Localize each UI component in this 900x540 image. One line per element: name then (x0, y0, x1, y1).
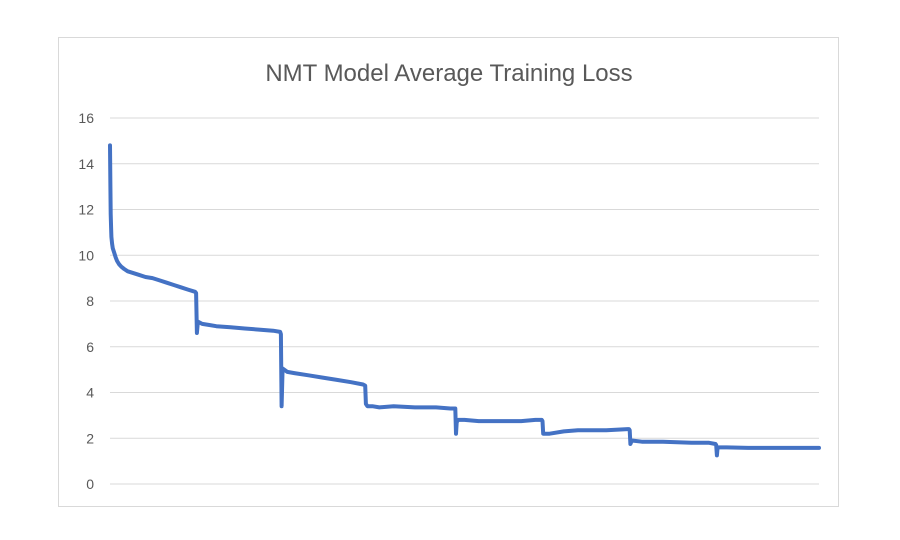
y-tick-label-10: 10 (78, 247, 94, 263)
series-layer (108, 143, 821, 458)
chart-area: NMT Model Average Training Loss 0 2 4 6 8 10 1… (58, 37, 839, 507)
y-tick-label-6: 6 (86, 339, 94, 355)
series-line-0 (108, 143, 821, 458)
y-tick-label-2: 2 (86, 430, 94, 446)
y-tick-label-14: 14 (78, 156, 94, 172)
y-axis-tick-labels: 0 2 4 6 8 10 12 14 16 (78, 110, 94, 492)
y-tick-label-16: 16 (78, 110, 94, 126)
y-tick-label-12: 12 (78, 202, 94, 218)
y-tick-label-4: 4 (86, 385, 94, 401)
chart-title: NMT Model Average Training Loss (265, 60, 632, 87)
y-tick-label-8: 8 (86, 293, 94, 309)
y-tick-label-0: 0 (86, 476, 94, 492)
line-chart: NMT Model Average Training Loss 0 2 4 6 8 10 1… (78, 60, 821, 492)
gridlines (110, 117, 819, 485)
